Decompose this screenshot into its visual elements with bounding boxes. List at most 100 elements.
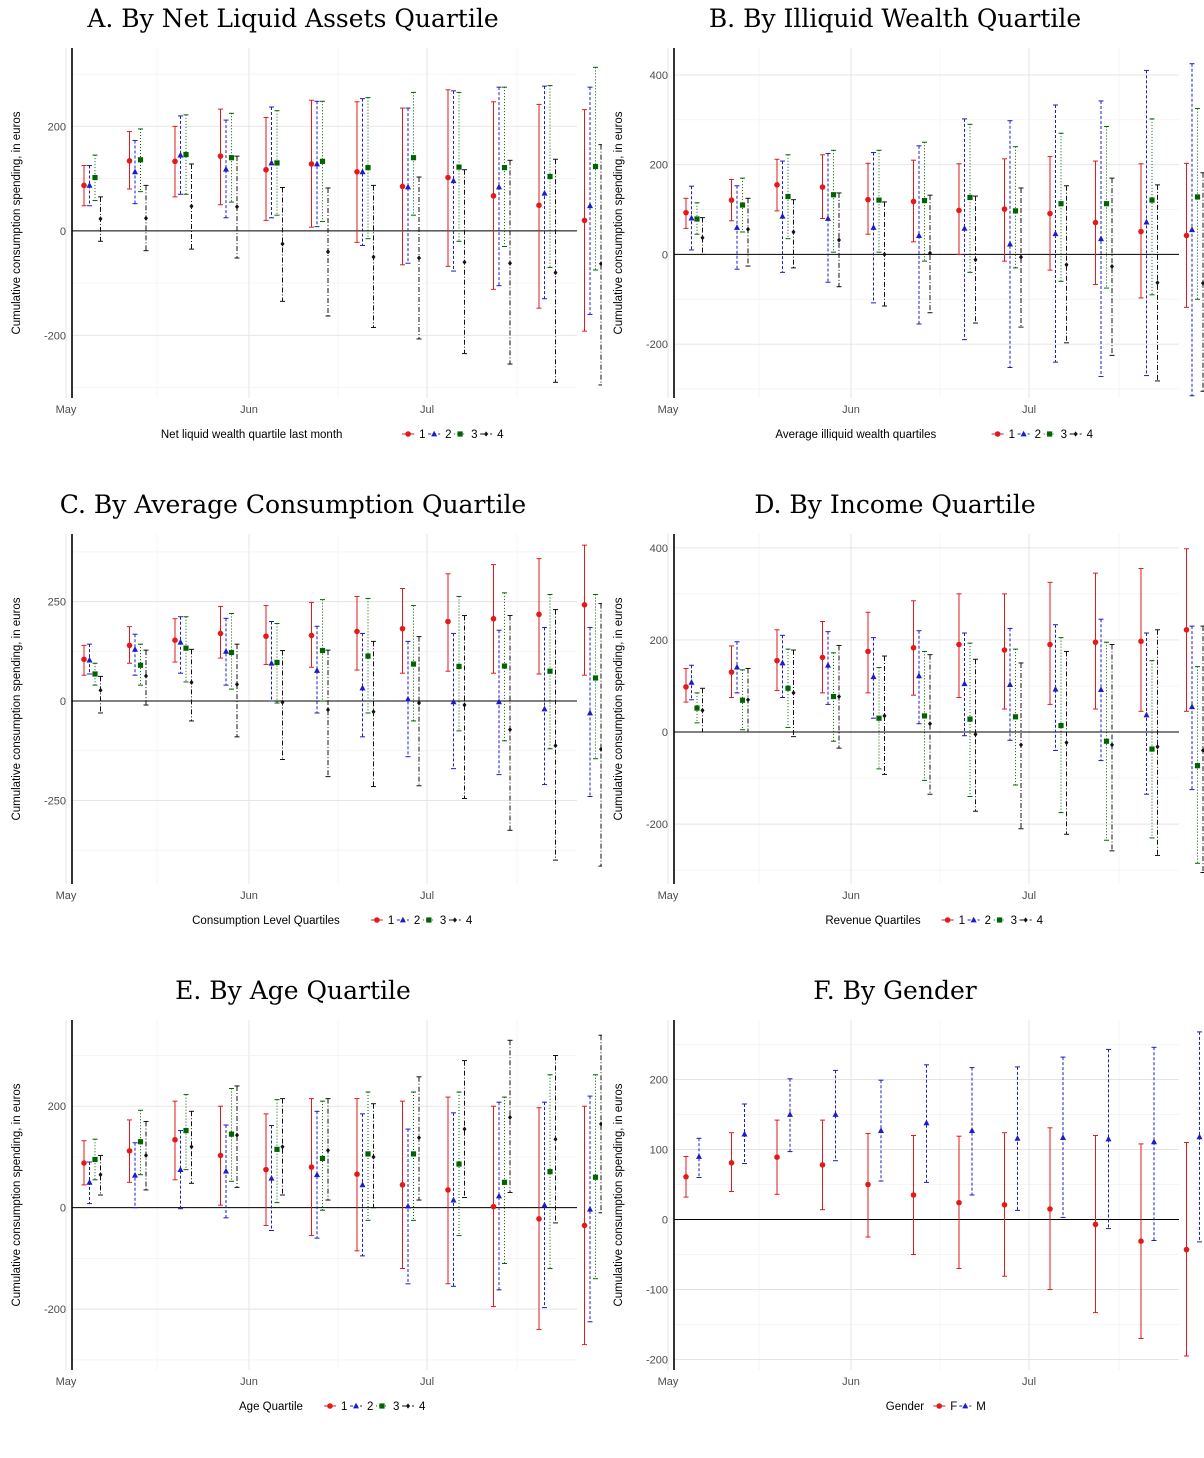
chart-title: C. By Average Consumption Quartile xyxy=(60,490,526,519)
x-tick-label: May xyxy=(658,404,679,416)
point-estimate xyxy=(183,1127,189,1134)
y-tick-label: 0 xyxy=(662,249,668,261)
legend-item-1: 1 xyxy=(324,1401,347,1413)
point-estimate xyxy=(92,174,98,181)
series-2 xyxy=(86,85,593,315)
point-estimate xyxy=(405,695,411,702)
point-estimate xyxy=(410,661,417,667)
x-tick-label: Jul xyxy=(420,1376,434,1388)
x-tick-label: Jun xyxy=(842,890,860,902)
point-estimate xyxy=(81,1160,87,1166)
legend-key-marker xyxy=(399,916,406,923)
point-estimate xyxy=(189,679,194,685)
y-tick-label: 250 xyxy=(48,597,66,609)
point-estimate xyxy=(1194,763,1201,769)
x-tick-label: Jun xyxy=(842,1376,860,1388)
y-tick-label: 0 xyxy=(662,727,668,739)
point-estimate xyxy=(921,713,928,719)
point-estimate xyxy=(268,659,275,666)
point-estimate xyxy=(450,698,457,705)
point-estimate xyxy=(462,1126,467,1132)
point-estimate xyxy=(280,1144,285,1150)
point-estimate xyxy=(1189,703,1195,710)
legend-item-M: M xyxy=(959,1401,986,1413)
point-estimate xyxy=(1138,638,1144,645)
legend-label: 4 xyxy=(1037,915,1044,927)
x-tick-label: May xyxy=(658,890,679,902)
point-estimate xyxy=(1103,738,1110,744)
point-estimate xyxy=(354,1171,360,1178)
y-tick-label: -200 xyxy=(44,1304,66,1316)
y-tick-label: 400 xyxy=(650,543,668,555)
point-estimate xyxy=(132,646,138,652)
point-estimate xyxy=(541,705,548,712)
point-estimate xyxy=(81,182,87,189)
point-estimate xyxy=(314,667,320,673)
point-estimate xyxy=(81,656,87,663)
point-estimate xyxy=(172,158,178,165)
point-estimate xyxy=(354,628,360,635)
point-estimate xyxy=(1103,201,1110,207)
y-tick-label: -200 xyxy=(646,339,668,351)
point-estimate xyxy=(967,716,973,722)
legend-key-marker xyxy=(962,1402,969,1409)
legend-key-marker xyxy=(936,1403,943,1409)
legend-item-4: 4 xyxy=(448,915,473,927)
panel-f: F. By Gender -200 -100 0 100 200 May Jun Jul Cumu… xyxy=(602,972,1204,1458)
point-estimate xyxy=(592,675,599,681)
point-estimate xyxy=(274,160,280,166)
legend-item-4: 4 xyxy=(402,1401,426,1413)
point-estimate xyxy=(774,1154,780,1160)
point-estimate xyxy=(445,1187,451,1193)
legend-item-3: 3 xyxy=(422,915,446,927)
point-estimate xyxy=(223,648,229,654)
chart-e-svg: E. By Age Quartile -200 0 200 May Jun Jul Cumul… xyxy=(11,976,602,1413)
legend-label: 2 xyxy=(1035,429,1041,441)
y-tick-label: 0 xyxy=(60,1203,66,1215)
point-estimate xyxy=(683,684,689,690)
point-estimate xyxy=(1092,639,1099,646)
point-estimate xyxy=(956,207,962,214)
point-estimate xyxy=(870,673,877,680)
panel-c: C. By Average Consumption Quartile -250 0 2… xyxy=(0,486,602,972)
panel-a: A. By Net Liquid Assets Quartile -200 0 200… xyxy=(0,0,602,486)
point-estimate xyxy=(359,1181,366,1188)
point-estimate xyxy=(217,153,224,159)
point-estimate xyxy=(910,644,917,651)
point-estimate xyxy=(865,196,871,203)
point-estimate xyxy=(928,250,932,256)
series-4 xyxy=(700,172,1204,392)
chart-title: E. By Age Quartile xyxy=(175,976,411,1005)
point-estimate xyxy=(1092,1221,1099,1228)
point-estimate xyxy=(144,215,148,221)
legend-key-marker xyxy=(327,1403,333,1409)
point-estimate xyxy=(1155,744,1160,750)
point-estimate xyxy=(837,237,841,243)
legend-item-2: 2 xyxy=(967,915,991,927)
legend-label: F xyxy=(950,1401,957,1413)
point-estimate xyxy=(217,630,224,637)
point-estimate xyxy=(235,1132,239,1138)
point-estimate xyxy=(98,687,103,693)
point-estimate xyxy=(870,224,877,230)
point-estimate xyxy=(456,663,462,670)
legend-key-marker xyxy=(1020,430,1027,437)
series-1 xyxy=(683,154,1190,308)
point-estimate xyxy=(1098,235,1104,242)
series-2 xyxy=(688,618,1195,795)
legend-key-marker xyxy=(426,917,432,923)
point-estimate xyxy=(746,226,750,232)
y-tick-label: 200 xyxy=(650,160,668,172)
point-estimate xyxy=(326,249,330,255)
point-estimate xyxy=(973,257,978,263)
chart-f-svg: F. By Gender -200 -100 0 100 200 May Jun Jul Cumu… xyxy=(613,976,1203,1413)
point-estimate xyxy=(819,1162,826,1168)
x-tick-label: Jun xyxy=(842,404,860,416)
point-estimate xyxy=(961,680,968,687)
point-estimate xyxy=(126,158,133,164)
series-2 xyxy=(688,63,1195,397)
legend-label: 4 xyxy=(419,1401,426,1413)
point-estimate xyxy=(92,671,98,677)
point-estimate xyxy=(86,182,93,188)
point-estimate xyxy=(410,155,417,161)
